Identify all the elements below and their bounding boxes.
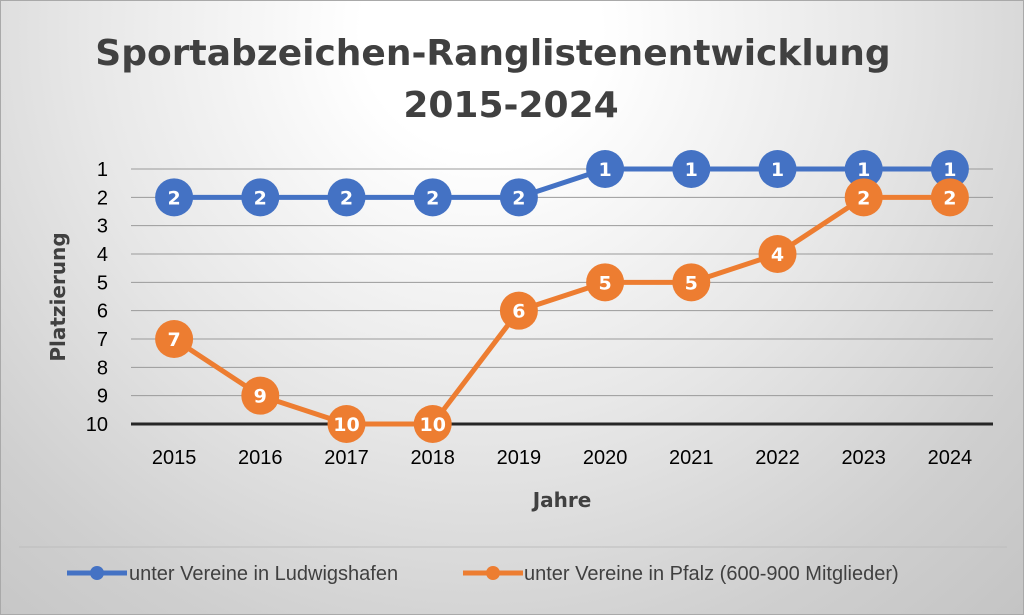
data-label: 1 (685, 159, 698, 181)
data-point (241, 178, 280, 217)
data-label: 2 (426, 187, 439, 209)
y-axis-title: Platzierung (46, 232, 70, 361)
y-tick-label: 4 (97, 244, 108, 266)
legend-label: unter Vereine in Pfalz (600-900 Mitglied… (524, 563, 899, 585)
series-2: 7 9 10 10 6 5 5 4 2 2 (155, 178, 969, 443)
chart-title-line-2: 2015-2024 (403, 85, 618, 126)
data-label: 1 (598, 159, 611, 181)
data-point (155, 178, 194, 217)
data-label: 2 (943, 187, 956, 209)
data-point (672, 150, 711, 188)
data-label: 4 (771, 244, 784, 266)
data-label: 9 (254, 386, 267, 408)
series-line (174, 166, 950, 200)
x-tick-label: 2024 (928, 447, 973, 469)
x-tick-label: 2023 (841, 447, 886, 469)
data-label: 10 (419, 414, 445, 436)
data-label: 10 (333, 414, 359, 436)
data-point (499, 291, 538, 330)
data-label: 2 (857, 187, 870, 209)
y-tick-label: 10 (86, 414, 108, 436)
data-point (844, 150, 883, 188)
y-tick-label: 9 (97, 386, 108, 408)
data-label: 2 (512, 187, 525, 209)
data-label: 2 (254, 187, 267, 209)
legend-swatch-marker (90, 566, 104, 580)
legend: unter Vereine in Ludwigshafen unter Verei… (19, 546, 1007, 585)
data-label: 5 (685, 272, 698, 294)
x-tick-label: 2019 (497, 447, 542, 469)
y-tick-label: 6 (97, 301, 108, 323)
data-point (327, 178, 366, 217)
data-point (413, 405, 452, 443)
y-tick-label: 7 (97, 329, 108, 351)
series-1: 2 2 2 2 2 1 1 1 1 1 (155, 150, 969, 217)
data-point (241, 376, 280, 415)
series-line (172, 194, 950, 427)
data-label: 2 (340, 187, 353, 209)
data-point (844, 178, 883, 217)
data-point (758, 150, 797, 188)
data-label: 7 (167, 329, 180, 351)
data-point (413, 178, 452, 217)
data-label: 1 (857, 159, 870, 181)
x-tick-label: 2015 (152, 447, 197, 469)
data-label: 6 (512, 301, 525, 323)
x-tick-label: 2021 (669, 447, 714, 469)
data-label: 1 (771, 159, 784, 181)
data-label: 1 (943, 159, 956, 181)
x-axis-title: Jahre (531, 488, 592, 512)
x-tick-label: 2020 (583, 447, 628, 469)
data-point (586, 263, 625, 302)
data-point (327, 405, 366, 443)
y-tick-label: 1 (97, 159, 108, 181)
data-point (930, 178, 969, 217)
x-tick-label: 2018 (410, 447, 455, 469)
data-point (499, 178, 538, 217)
y-tick-label: 8 (97, 357, 108, 379)
y-tick-label: 3 (97, 216, 108, 238)
x-tick-label: 2022 (755, 447, 800, 469)
data-point (586, 150, 625, 188)
chart-title-line-1: Sportabzeichen-Ranglistenentwicklung (95, 33, 890, 74)
x-tick-label: 2017 (324, 447, 369, 469)
data-point (672, 263, 711, 302)
data-point (758, 235, 797, 273)
x-tick-label: 2016 (238, 447, 283, 469)
legend-label: unter Vereine in Ludwigshafen (129, 563, 398, 585)
data-label: 2 (167, 187, 180, 209)
y-tick-label: 2 (97, 187, 108, 209)
legend-swatch-marker (486, 566, 500, 580)
data-label: 5 (598, 272, 611, 294)
data-point (930, 150, 969, 188)
data-point (155, 320, 194, 358)
y-tick-label: 5 (97, 272, 108, 294)
